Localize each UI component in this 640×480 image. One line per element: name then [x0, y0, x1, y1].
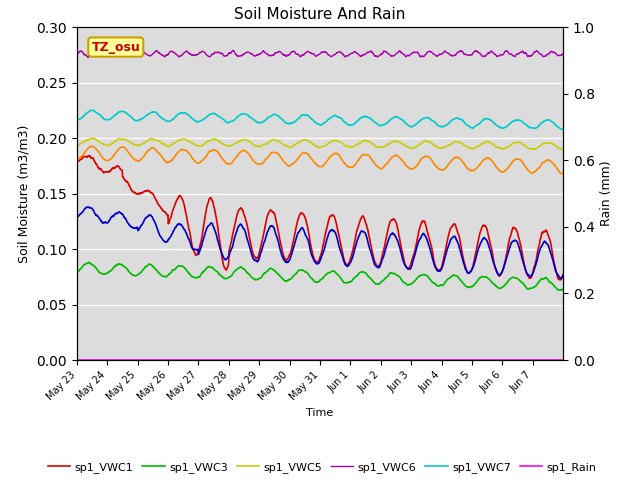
- Title: Soil Moisture And Rain: Soil Moisture And Rain: [234, 7, 406, 22]
- Legend: sp1_VWC1, sp1_VWC2, sp1_VWC3, sp1_VWC4, sp1_VWC5, sp1_VWC6, sp1_VWC7, sp1_Rain: sp1_VWC1, sp1_VWC2, sp1_VWC3, sp1_VWC4, …: [44, 458, 601, 480]
- Y-axis label: Soil Moisture (m3/m3): Soil Moisture (m3/m3): [18, 124, 31, 263]
- X-axis label: Time: Time: [307, 408, 333, 418]
- Text: TZ_osu: TZ_osu: [92, 41, 140, 54]
- Y-axis label: Rain (mm): Rain (mm): [600, 161, 614, 227]
